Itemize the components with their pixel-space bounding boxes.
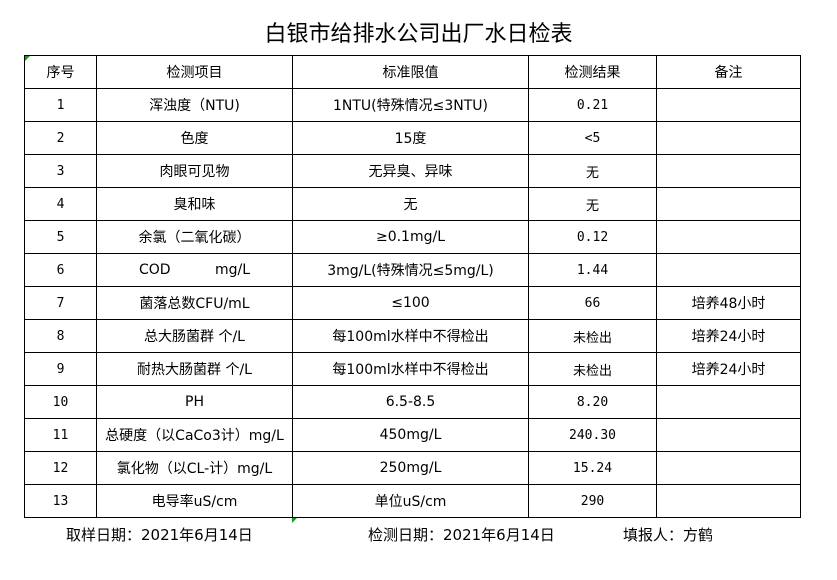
table-row: 12 氯化物（以CL-计）mg/L 250mg/L 15.24: [24, 451, 801, 485]
header-row: 序号 检测项目 标准限值 检测结果 备注: [24, 55, 801, 89]
cell-remark: [656, 121, 801, 155]
cell-item: 总大肠菌群 个/L: [96, 319, 293, 353]
cell-remark: [656, 154, 801, 188]
cell-index: 10: [24, 385, 97, 419]
cell-index: 12: [24, 451, 97, 485]
cell-standard: 6.5-8.5: [292, 385, 529, 419]
cell-index: 5: [24, 220, 97, 254]
cell-standard: ≥0.1mg/L: [292, 220, 529, 254]
cell-remark: [656, 385, 801, 419]
cell-item: 余氯（二氧化碳）: [96, 220, 293, 254]
cell-index: 6: [24, 253, 97, 287]
cell-result: 未检出: [528, 352, 657, 386]
cell-remark: [656, 88, 801, 122]
cell-result: 无: [528, 154, 657, 188]
cell-result: 8.20: [528, 385, 657, 419]
cell-index: 13: [24, 484, 97, 518]
cell-item: 色度: [96, 121, 293, 155]
cell-remark: 培养48小时: [656, 286, 801, 320]
sample-date: 取样日期：2021年6月14日: [66, 526, 253, 544]
cell-item: 氯化物（以CL-计）mg/L: [96, 451, 293, 485]
page-title: 白银市给排水公司出厂水日检表: [264, 22, 573, 47]
table-row: 11 总硬度（以CaCo3计）mg/L 450mg/L 240.30: [24, 418, 801, 452]
header-result: 检测结果: [528, 55, 657, 89]
cell-result: 1.44: [528, 253, 657, 287]
cell-standard: 无异臭、异味: [292, 154, 529, 188]
reporter: 填报人：方鹤: [623, 526, 714, 544]
cell-result: 15.24: [528, 451, 657, 485]
cell-result: 66: [528, 286, 657, 320]
cell-index: 8: [24, 319, 97, 353]
header-remark: 备注: [656, 55, 801, 89]
cell-standard: 450mg/L: [292, 418, 529, 452]
cell-item: 臭和味: [96, 187, 293, 221]
cell-item: 总硬度（以CaCo3计）mg/L: [96, 418, 293, 452]
table-row: 6 COD mg/L 3mg/L(特殊情况≤5mg/L) 1.44: [24, 253, 801, 287]
cell-remark: [656, 451, 801, 485]
cell-result: 290: [528, 484, 657, 518]
cell-item: PH: [96, 385, 293, 419]
cell-remark: 培养24小时: [656, 352, 801, 386]
cell-index: 3: [24, 154, 97, 188]
cell-result: 0.12: [528, 220, 657, 254]
cell-standard: 1NTU(特殊情况≤3NTU): [292, 88, 529, 122]
table-row: 3 肉眼可见物 无异臭、异味无: [24, 154, 801, 188]
table-row: 1 浑浊度（NTU) 1NTU(特殊情况≤3NTU) 0.21: [24, 88, 801, 122]
cell-index: 1: [24, 88, 97, 122]
cell-remark: [656, 484, 801, 518]
table-row: 9 耐热大肠菌群 个/L 每100ml水样中不得检出 未检出 培养24小时: [24, 352, 801, 386]
cell-remark: 培养24小时: [656, 319, 801, 353]
cell-item: 菌落总数CFU/mL: [96, 286, 293, 320]
header-standard: 标准限值: [292, 55, 529, 89]
table-row: 5 余氯（二氧化碳） ≥0.1mg/L 0.12: [24, 220, 801, 254]
table-row: 10 PH 6.5-8.5 8.20: [24, 385, 801, 419]
cell-remark: [656, 418, 801, 452]
cell-index: 11: [24, 418, 97, 452]
table-row: 7 菌落总数CFU/mL ≤100 66 培养48小时: [24, 286, 801, 320]
cell-item: 耐热大肠菌群 个/L: [96, 352, 293, 386]
table-row: 4 臭和味无无: [24, 187, 801, 221]
cell-standard: 250mg/L: [292, 451, 529, 485]
test-date: 检测日期：2021年6月14日: [368, 526, 555, 544]
table-row: 2 色度 15度 <5: [24, 121, 801, 155]
cell-index: 9: [24, 352, 97, 386]
cell-standard: 3mg/L(特殊情况≤5mg/L): [292, 253, 529, 287]
cell-index: 4: [24, 187, 97, 221]
cell-remark: [656, 220, 801, 254]
cell-result: <5: [528, 121, 657, 155]
cell-standard: 每100ml水样中不得检出: [292, 319, 529, 353]
cell-result: 未检出: [528, 319, 657, 353]
table-row: 13 电导率uS/cm 单位uS/cm 290: [24, 484, 801, 518]
table-row: 8 总大肠菌群 个/L 每100ml水样中不得检出 未检出 培养24小时: [24, 319, 801, 353]
cell-remark: [656, 187, 801, 221]
cell-marker: [292, 518, 297, 523]
cell-standard: 15度: [292, 121, 529, 155]
inspection-table: 序号 检测项目 标准限值 检测结果 备注 1 浑浊度（NTU) 1NTU(特殊情况≤…: [24, 55, 801, 518]
cell-index: 2: [24, 121, 97, 155]
cell-result: 240.30: [528, 418, 657, 452]
cell-result: 0.21: [528, 88, 657, 122]
cell-standard: 每100ml水样中不得检出: [292, 352, 529, 386]
cell-remark: [656, 253, 801, 287]
cell-item: 肉眼可见物: [96, 154, 293, 188]
cell-standard: 无: [292, 187, 529, 221]
cell-index: 7: [24, 286, 97, 320]
cell-standard: 单位uS/cm: [292, 484, 529, 518]
cell-result: 无: [528, 187, 657, 221]
cell-item: 电导率uS/cm: [96, 484, 293, 518]
cell-standard: ≤100: [292, 286, 529, 320]
cell-item: 浑浊度（NTU): [96, 88, 293, 122]
header-index: 序号: [24, 55, 97, 89]
cell-item: COD mg/L: [96, 253, 293, 287]
header-item: 检测项目: [96, 55, 293, 89]
